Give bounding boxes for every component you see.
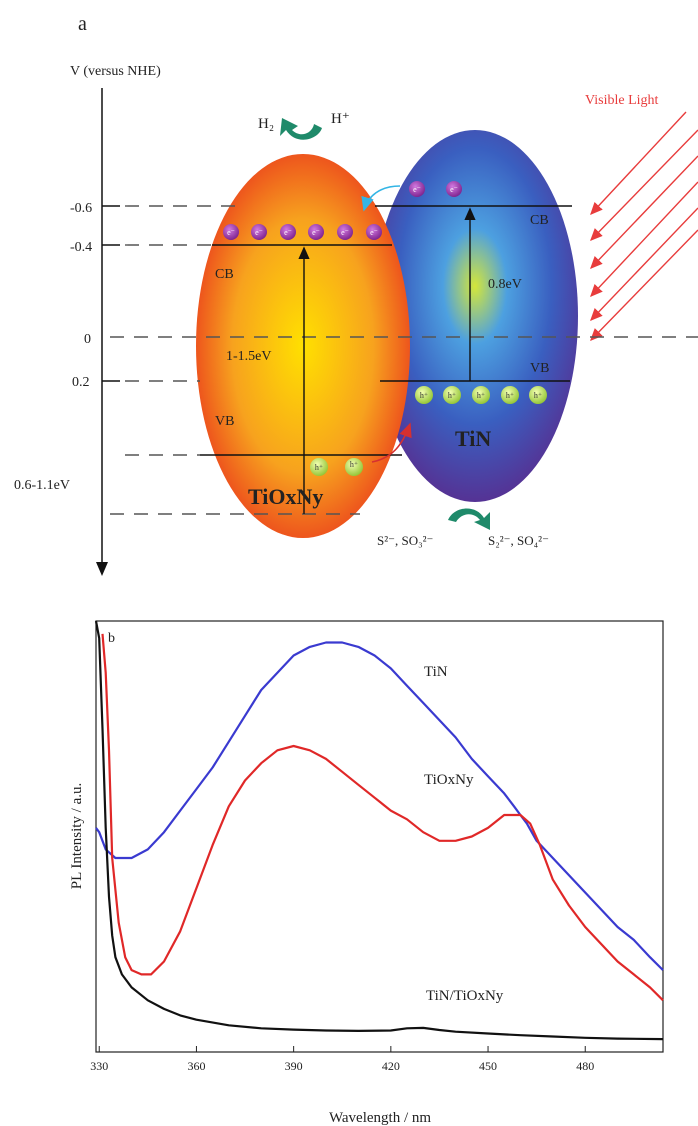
series-line-tioxny xyxy=(101,633,664,1002)
tioxny-gap-label: 1-1.5eV xyxy=(226,349,272,364)
tin-holes: h⁺ h⁺ h⁺ h⁺ h⁺ xyxy=(415,386,547,404)
series-label-tioxny: TiOxNy xyxy=(424,772,474,788)
band-lines xyxy=(200,205,572,456)
tioxny-holes: h⁺ h⁺ xyxy=(310,458,363,476)
svg-text:e⁻: e⁻ xyxy=(312,228,320,237)
tin-gap-label: 0.8eV xyxy=(488,277,522,292)
hole: h⁺ xyxy=(415,386,433,404)
electron: e⁻ xyxy=(223,224,239,240)
plot-frame xyxy=(95,620,664,1053)
panel-a: a V (versus NHE) -0.6 -0.4 0 0.2 0.6-1.1… xyxy=(14,13,698,576)
svg-text:h⁺: h⁺ xyxy=(350,460,358,469)
svg-text:h⁺: h⁺ xyxy=(506,391,514,400)
x-axis-label: Wavelength / nm xyxy=(329,1110,431,1126)
x-tick-label: 480 xyxy=(576,1059,594,1073)
electron: e⁻ xyxy=(280,224,296,240)
svg-text:h⁺: h⁺ xyxy=(420,391,428,400)
level-label-minus-0-4: -0.4 xyxy=(70,240,92,255)
visible-light-label: Visible Light xyxy=(585,93,659,108)
tioxny-electrons: e⁻ e⁻ e⁻ e⁻ e⁻ e⁻ xyxy=(223,224,382,240)
tioxny-cb-label: CB xyxy=(215,267,234,282)
tioxny-vb-label: VB xyxy=(215,414,234,429)
tin-cb-label: CB xyxy=(530,213,549,228)
hplus-label: H⁺ xyxy=(331,111,350,127)
hole: h⁺ xyxy=(472,386,490,404)
x-tick-label: 420 xyxy=(382,1059,400,1073)
level-label-0-2: 0.2 xyxy=(72,375,90,390)
svg-text:h⁺: h⁺ xyxy=(534,391,542,400)
svg-text:e⁻: e⁻ xyxy=(227,228,235,237)
series-line-tin-tioxny xyxy=(94,620,664,1041)
svg-text:e⁻: e⁻ xyxy=(255,228,263,237)
panel-a-label: a xyxy=(78,13,87,35)
voltage-axis-arrowhead xyxy=(96,562,108,576)
electron: e⁻ xyxy=(446,181,462,197)
hole: h⁺ xyxy=(501,386,519,404)
hole: h⁺ xyxy=(310,458,328,476)
panel-b: b 330 360 390 420 450 480 TiN TiOxNy TiN/TiOx… xyxy=(69,620,664,1126)
electron: e⁻ xyxy=(366,224,382,240)
x-tick-label: 390 xyxy=(285,1059,303,1073)
svg-text:e⁻: e⁻ xyxy=(370,228,378,237)
svg-text:h⁺: h⁺ xyxy=(315,463,323,472)
hole: h⁺ xyxy=(345,458,363,476)
svg-text:e⁻: e⁻ xyxy=(450,185,458,194)
hole-transfer-arrow xyxy=(371,422,412,463)
electron: e⁻ xyxy=(337,224,353,240)
dashed-level-lines xyxy=(110,205,698,515)
voltage-axis-label: V (versus NHE) xyxy=(70,64,161,79)
level-ticks xyxy=(102,205,120,382)
svg-text:e⁻: e⁻ xyxy=(284,228,292,237)
product-label: S₂²⁻, SO₄²⁻ xyxy=(488,533,549,548)
y-axis-label: PL Intensity / a.u. xyxy=(69,783,85,890)
tin-name: TiN xyxy=(455,426,491,451)
tin-ellipse xyxy=(372,130,578,502)
series-label-tin-tioxny: TiN/TiOxNy xyxy=(426,988,504,1004)
series-line-tin xyxy=(95,641,664,971)
svg-text:e⁻: e⁻ xyxy=(413,185,421,194)
electron: e⁻ xyxy=(308,224,324,240)
hole: h⁺ xyxy=(529,386,547,404)
tin-vb-label: VB xyxy=(530,361,549,376)
x-ticks: 330 360 390 420 450 480 xyxy=(90,1046,594,1073)
tioxny-ellipse xyxy=(196,154,410,538)
electron: e⁻ xyxy=(251,224,267,240)
visible-light-arrows xyxy=(590,111,698,342)
h2-label: H₂ xyxy=(258,116,274,132)
x-tick-label: 330 xyxy=(90,1059,108,1073)
panel-b-label: b xyxy=(108,631,115,646)
x-tick-label: 360 xyxy=(187,1059,205,1073)
level-label-0-6-1-1ev: 0.6-1.1eV xyxy=(14,478,70,493)
series-layer xyxy=(94,620,664,1041)
hole: h⁺ xyxy=(443,386,461,404)
tin-electrons: e⁻ e⁻ xyxy=(409,181,462,197)
svg-text:h⁺: h⁺ xyxy=(448,391,456,400)
series-label-tin: TiN xyxy=(424,664,448,680)
level-label-0: 0 xyxy=(84,332,91,347)
svg-text:h⁺: h⁺ xyxy=(477,391,485,400)
h2-evolution-arrow xyxy=(280,118,322,140)
level-label-minus-0-6: -0.6 xyxy=(70,201,92,216)
x-tick-label: 450 xyxy=(479,1059,497,1073)
oxidation-arrow xyxy=(448,508,490,530)
tioxny-name: TiOxNy xyxy=(248,484,323,509)
electron: e⁻ xyxy=(409,181,425,197)
reactant-label: S²⁻, SO₃²⁻ xyxy=(377,533,433,548)
svg-text:e⁻: e⁻ xyxy=(341,228,349,237)
electron-transfer-arrow xyxy=(361,185,401,212)
